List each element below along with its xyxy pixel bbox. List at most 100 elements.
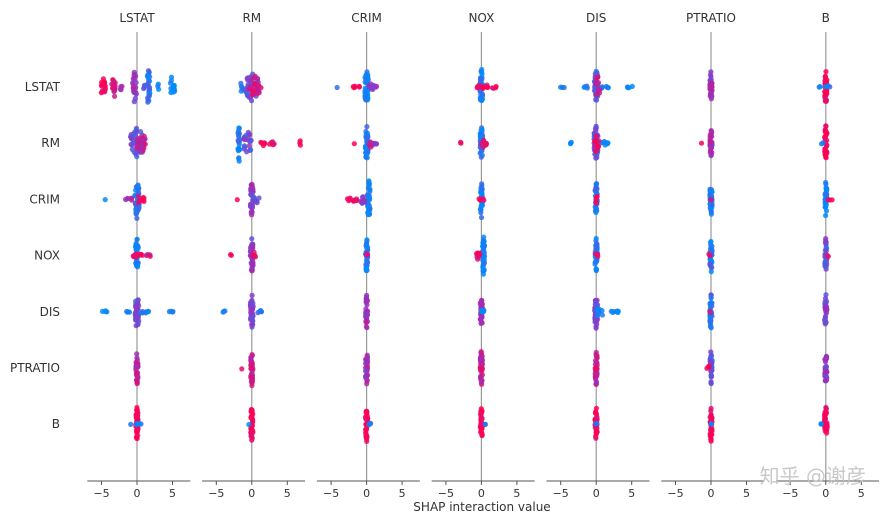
data-point bbox=[364, 356, 370, 362]
data-point bbox=[823, 236, 829, 242]
x-tick-label: 5 bbox=[513, 487, 520, 500]
data-point bbox=[250, 243, 256, 249]
data-point bbox=[708, 246, 714, 252]
cell-b-lstat bbox=[128, 404, 144, 442]
data-point bbox=[708, 310, 714, 316]
data-point bbox=[168, 74, 175, 80]
data-point bbox=[142, 141, 148, 147]
data-point bbox=[249, 236, 255, 242]
data-point bbox=[707, 302, 714, 308]
data-point bbox=[259, 140, 265, 146]
cell-crim-lstat bbox=[102, 182, 147, 221]
data-point bbox=[708, 196, 714, 202]
column-title-b: B bbox=[822, 11, 830, 25]
data-point bbox=[134, 370, 140, 376]
panel-nox: −5 0 5 bbox=[431, 32, 535, 500]
data-point bbox=[364, 124, 370, 130]
data-point bbox=[363, 128, 369, 135]
cell-lstat-dis bbox=[558, 68, 635, 103]
cell-rm-rm bbox=[235, 125, 303, 164]
data-point bbox=[248, 406, 254, 413]
data-point bbox=[135, 136, 141, 142]
cell-nox-ptratio bbox=[706, 238, 715, 275]
cell-lstat-rm bbox=[238, 71, 264, 104]
data-point bbox=[362, 368, 369, 374]
data-point bbox=[250, 417, 256, 423]
data-point bbox=[245, 77, 251, 83]
data-point bbox=[592, 358, 599, 364]
data-point bbox=[823, 248, 829, 254]
data-point bbox=[249, 370, 255, 376]
data-point bbox=[250, 88, 256, 94]
data-point bbox=[364, 69, 370, 75]
data-point bbox=[558, 84, 564, 90]
cell-rm-crim bbox=[351, 124, 380, 161]
data-point bbox=[134, 351, 140, 357]
data-point bbox=[256, 88, 262, 94]
data-point bbox=[250, 318, 256, 324]
data-point bbox=[246, 421, 252, 428]
data-point bbox=[132, 312, 138, 318]
data-point bbox=[297, 140, 303, 146]
data-point bbox=[134, 129, 140, 135]
data-point bbox=[593, 123, 599, 129]
data-point bbox=[594, 242, 600, 248]
data-point bbox=[102, 197, 108, 203]
row-label-lstat: LSTAT bbox=[25, 80, 61, 94]
data-point bbox=[145, 80, 151, 86]
cell-b-nox bbox=[477, 406, 488, 439]
cell-crim-rm bbox=[234, 181, 262, 218]
data-point bbox=[112, 93, 118, 99]
cell-dis-b bbox=[822, 292, 830, 327]
data-point bbox=[594, 92, 600, 98]
data-point bbox=[596, 138, 602, 144]
cell-lstat-crim bbox=[334, 69, 380, 103]
data-point bbox=[479, 66, 485, 73]
data-point bbox=[478, 429, 484, 435]
data-point bbox=[593, 148, 599, 154]
row-labels: LSTAT RM CRIM NOX DIS PTRATIO B bbox=[10, 80, 61, 431]
data-point bbox=[228, 252, 234, 258]
panel-lstat: −5 0 5 bbox=[87, 32, 191, 500]
x-tick-label: 5 bbox=[284, 487, 291, 500]
data-point bbox=[478, 349, 484, 355]
data-point bbox=[235, 138, 241, 145]
cell-dis-rm bbox=[220, 292, 265, 330]
data-point bbox=[364, 252, 370, 258]
data-point bbox=[241, 137, 248, 143]
data-point bbox=[625, 85, 631, 91]
x-tick-label: 5 bbox=[743, 487, 750, 500]
panel-rm: −5 0 5 bbox=[202, 32, 306, 500]
data-point bbox=[137, 251, 143, 257]
data-point bbox=[823, 298, 830, 304]
data-point bbox=[170, 89, 176, 95]
data-point bbox=[128, 421, 134, 427]
cell-ptratio-b bbox=[822, 353, 830, 384]
data-point bbox=[823, 364, 829, 370]
data-point bbox=[249, 268, 255, 274]
data-point bbox=[479, 142, 485, 149]
cell-b-rm bbox=[246, 406, 256, 443]
x-tick-label: 0 bbox=[478, 487, 485, 500]
data-point bbox=[134, 306, 140, 312]
data-point bbox=[134, 436, 140, 442]
data-point bbox=[252, 254, 258, 260]
data-point bbox=[132, 253, 138, 259]
data-point bbox=[595, 313, 601, 319]
data-point bbox=[822, 377, 829, 383]
cell-b-crim bbox=[363, 408, 374, 444]
data-point bbox=[364, 237, 370, 243]
data-point bbox=[822, 411, 828, 417]
data-point bbox=[592, 365, 598, 371]
data-point bbox=[822, 84, 828, 90]
data-point bbox=[493, 83, 499, 90]
data-point bbox=[101, 81, 108, 87]
data-point bbox=[592, 410, 599, 416]
cell-lstat-nox bbox=[474, 66, 499, 104]
data-point bbox=[458, 140, 464, 146]
data-point bbox=[366, 178, 372, 184]
cell-nox-rm bbox=[228, 236, 258, 274]
data-point bbox=[709, 80, 715, 87]
data-point bbox=[252, 81, 258, 87]
x-tick-label: 0 bbox=[134, 487, 141, 500]
